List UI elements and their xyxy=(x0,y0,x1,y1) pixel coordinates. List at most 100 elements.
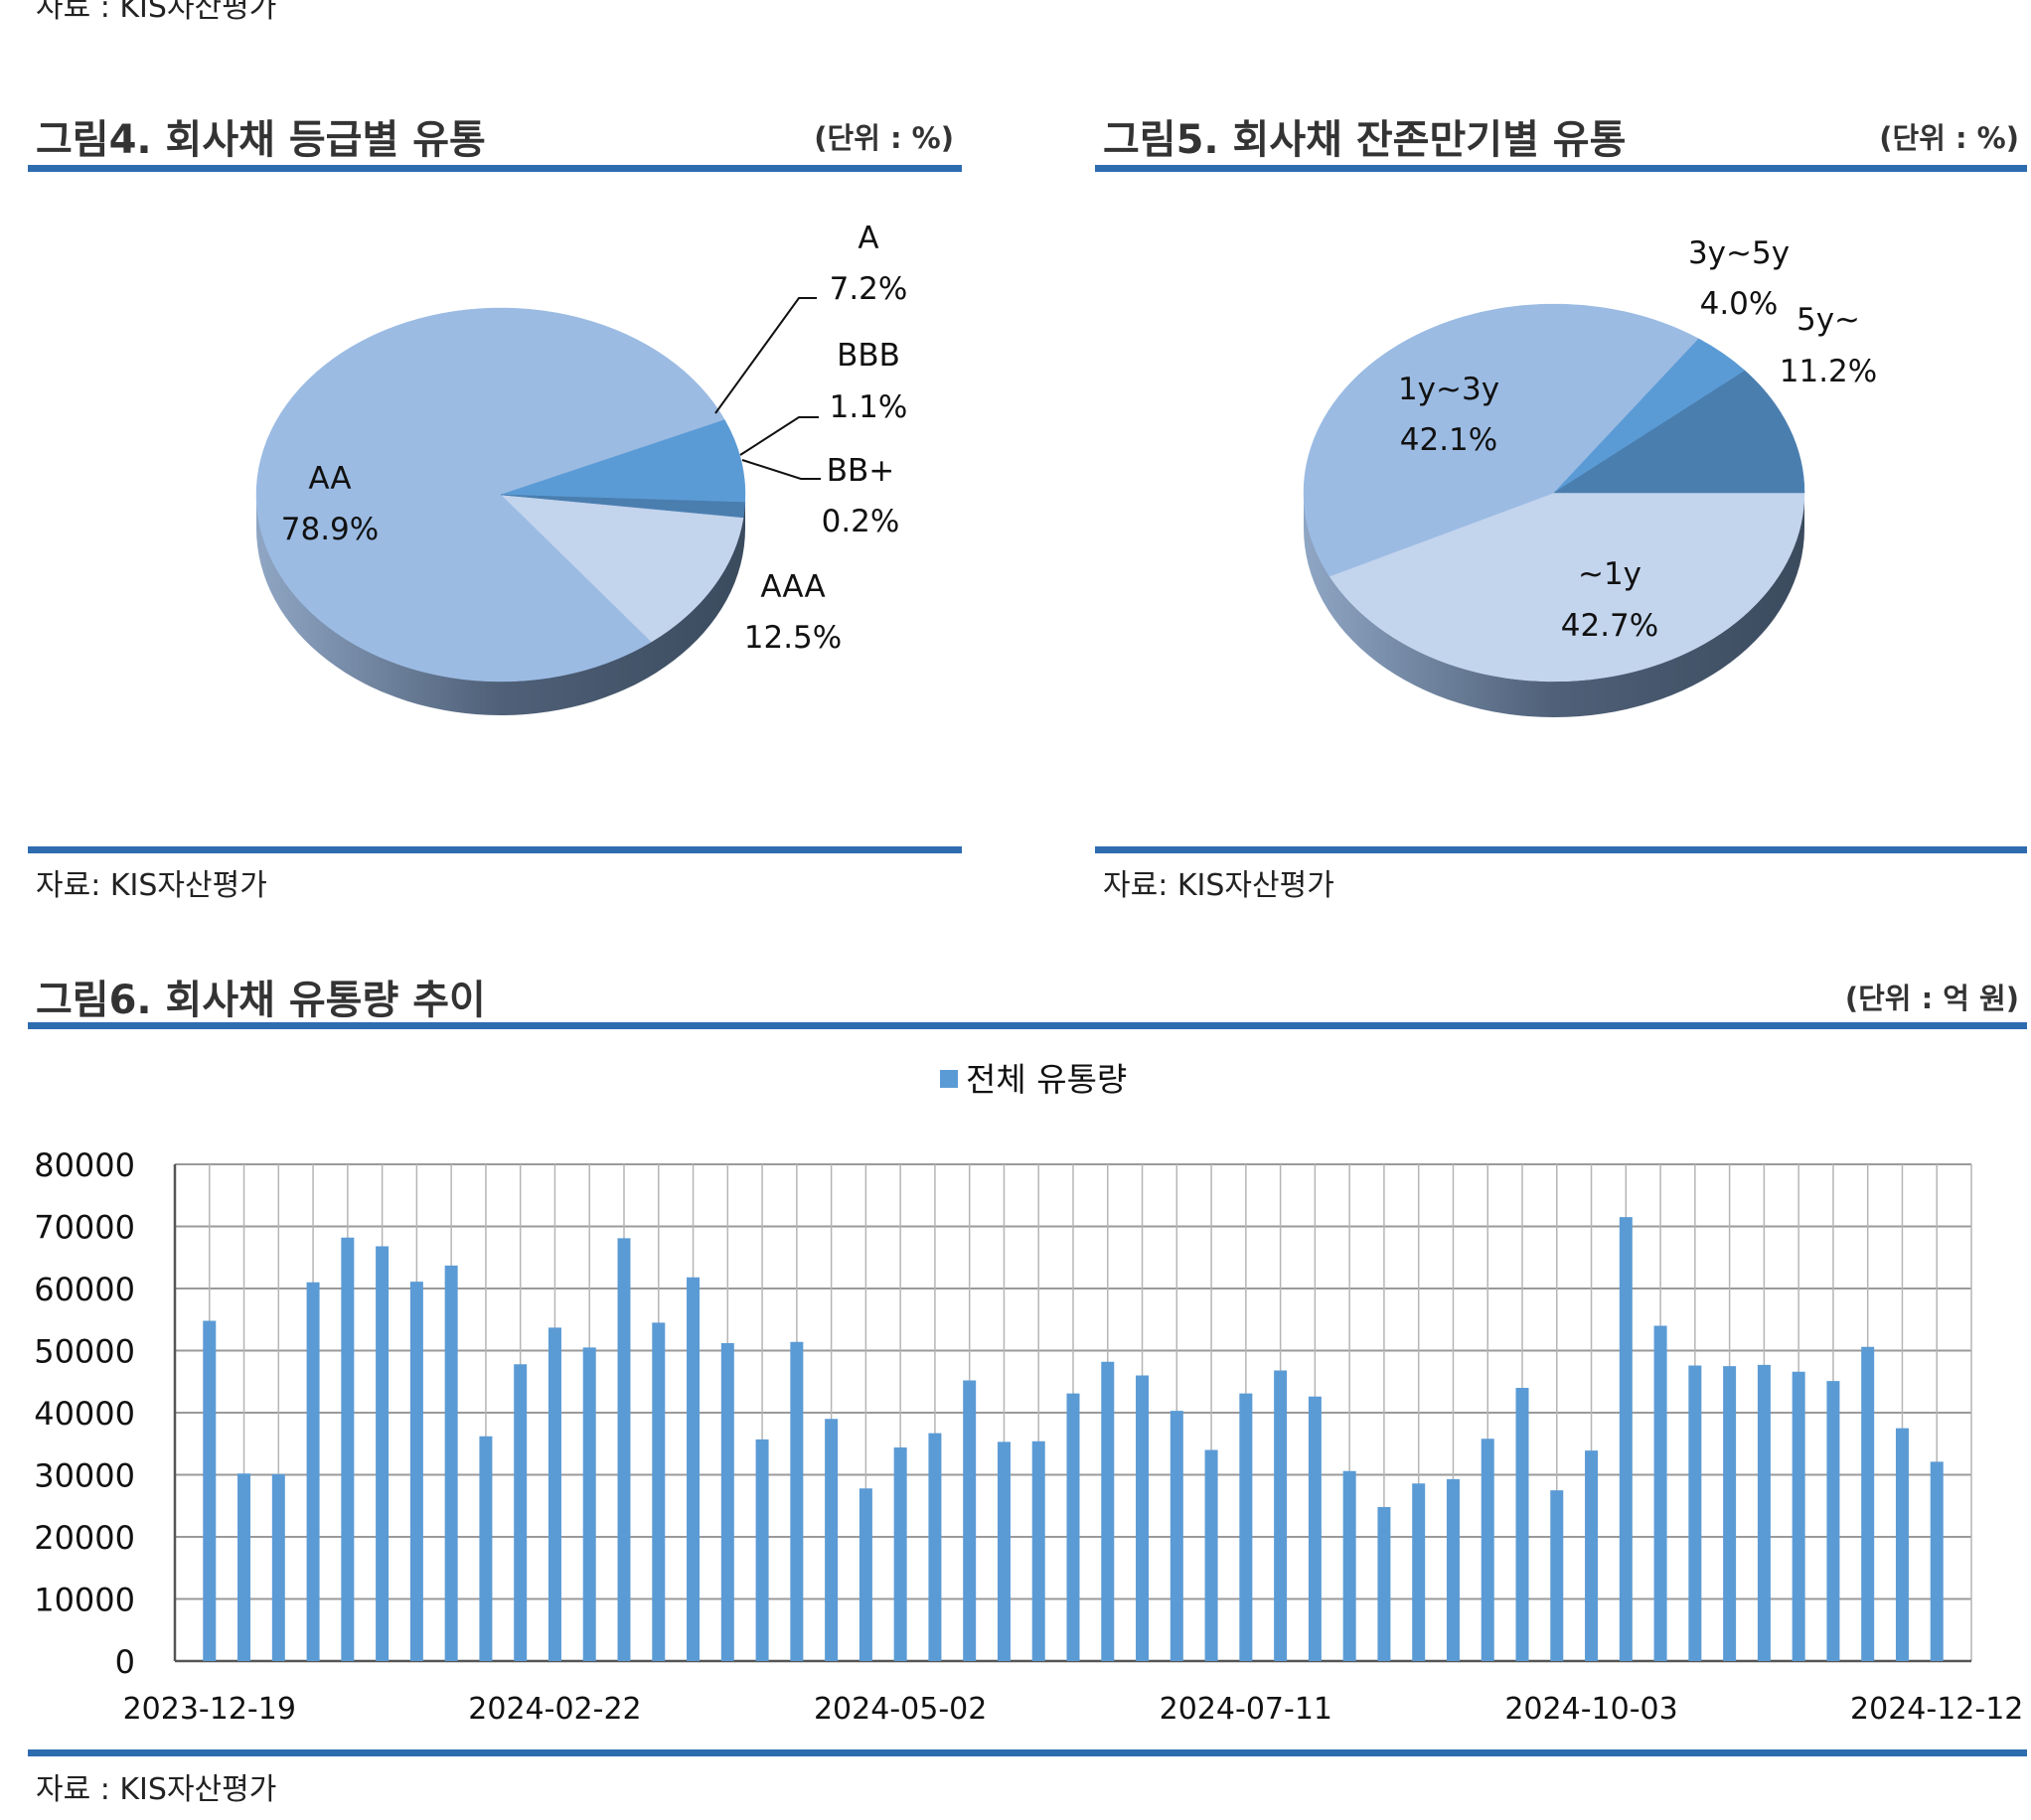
bar xyxy=(1585,1450,1599,1661)
label-aaa-value: 12.5% xyxy=(744,620,842,656)
bar xyxy=(547,1327,561,1661)
pie-slice-bbplus xyxy=(500,494,744,519)
bar xyxy=(514,1364,528,1661)
figure6-bottom-rule xyxy=(28,1749,2027,1756)
pie-chart-maturity xyxy=(1303,303,1805,717)
bar xyxy=(1170,1411,1183,1661)
y-tick-label: 10000 xyxy=(34,1582,135,1619)
label-1y-name: ~1y xyxy=(1578,556,1641,592)
y-tick-label: 20000 xyxy=(34,1519,135,1557)
x-tick-label: 2023-12-19 xyxy=(123,1692,296,1727)
legend-label: 전체 유통량 xyxy=(966,1060,1127,1099)
label-aa-value: 78.9% xyxy=(281,512,379,547)
bar-chart-bars xyxy=(203,1217,1944,1661)
bar-chart-svg: 전체 유통량 0 10000 20000 30000 40000 50000 60000 70… xyxy=(34,1060,2024,1727)
pie-slice-5yto xyxy=(1553,370,1805,494)
figure4-unit: (단위 : %) xyxy=(814,121,954,155)
bar xyxy=(1792,1371,1805,1661)
bar xyxy=(1446,1478,1460,1661)
label-aaa-name: AAA xyxy=(760,569,825,605)
legend-swatch xyxy=(940,1070,958,1088)
label-bbb-value: 1.1% xyxy=(830,389,908,425)
bar xyxy=(963,1380,977,1661)
x-tick-label: 2024-02-22 xyxy=(468,1692,641,1727)
bar xyxy=(1274,1370,1288,1661)
pie-charts-svg: AA 78.9% AAA 12.5% A 7.2% BBB 1.1% BB+ 0… xyxy=(255,221,1877,717)
top-source-note: 자료 : KIS자산평가 xyxy=(36,0,277,25)
bar xyxy=(1930,1461,1944,1661)
bar-chart-x-ticks: 2023-12-19 2024-02-22 2024-05-02 2024-07-11… xyxy=(123,1692,2024,1727)
bar xyxy=(652,1322,666,1661)
bar xyxy=(1895,1428,1909,1661)
figure5-unit: (단위 : %) xyxy=(1879,121,2019,155)
bar xyxy=(1412,1483,1426,1661)
bar xyxy=(1066,1393,1080,1661)
bar xyxy=(720,1343,734,1661)
y-tick-label: 70000 xyxy=(34,1209,135,1247)
pie-slice-1yto3y xyxy=(1303,303,1699,577)
bar xyxy=(825,1419,839,1661)
figure4-title: 그림4. 회사채 등급별 유통 xyxy=(36,117,486,163)
figure4-top-rule xyxy=(28,165,962,172)
y-tick-label: 30000 xyxy=(34,1457,135,1495)
bar xyxy=(1101,1361,1115,1661)
figure5-top-rule xyxy=(1095,165,2027,172)
y-tick-label: 60000 xyxy=(34,1271,135,1308)
pie-slice-aaa xyxy=(500,494,744,643)
bar xyxy=(790,1341,804,1661)
bar xyxy=(859,1488,872,1661)
figure4-source: 자료: KIS자산평가 xyxy=(36,868,267,903)
bar xyxy=(1239,1393,1253,1661)
bar xyxy=(617,1238,631,1661)
bar-chart-y-ticks: 0 10000 20000 30000 40000 50000 60000 70000 8000… xyxy=(34,1146,135,1681)
bar xyxy=(582,1347,596,1661)
bar xyxy=(444,1265,458,1661)
x-tick-label: 2024-05-02 xyxy=(814,1692,987,1727)
bar xyxy=(237,1473,251,1661)
bar xyxy=(1481,1439,1494,1661)
pie-side-wall xyxy=(1304,493,1804,717)
figure6-title: 그림6. 회사채 유통량 추이 xyxy=(36,978,486,1023)
bar-chart-legend: 전체 유통량 xyxy=(940,1060,1127,1099)
label-1y-value: 42.7% xyxy=(1561,608,1658,644)
y-tick-label: 0 xyxy=(115,1643,135,1681)
label-bbb-name: BBB xyxy=(837,338,900,374)
figure6-source: 자료 : KIS자산평가 xyxy=(36,1772,277,1807)
label-5y-name: 5y~ xyxy=(1797,302,1860,338)
bar xyxy=(306,1282,320,1661)
bar xyxy=(1550,1490,1564,1661)
figure5-title: 그림5. 회사채 잔존만기별 유통 xyxy=(1103,117,1627,163)
bar xyxy=(203,1320,217,1661)
label-bbplus-name: BB+ xyxy=(827,453,895,489)
bar xyxy=(479,1436,493,1661)
bar xyxy=(1308,1396,1322,1661)
bar xyxy=(1515,1388,1529,1661)
pie1-leader-lines xyxy=(714,297,821,480)
bar xyxy=(376,1246,390,1661)
figure5-bottom-rule xyxy=(1095,846,2027,853)
leader-line-bbplus xyxy=(741,459,821,480)
label-1y3y-name: 1y~3y xyxy=(1398,372,1499,407)
bar xyxy=(1653,1325,1667,1661)
bar xyxy=(1619,1217,1633,1661)
pie-slice-aa xyxy=(255,307,725,682)
pie-slice-a xyxy=(500,419,746,503)
label-a-name: A xyxy=(858,221,878,256)
bar xyxy=(1204,1449,1218,1661)
bar xyxy=(687,1277,701,1661)
bar xyxy=(409,1282,423,1661)
bar xyxy=(1342,1470,1356,1661)
pie-slice-to1y xyxy=(1328,492,1805,682)
y-tick-label: 80000 xyxy=(34,1146,135,1184)
bar xyxy=(928,1433,942,1661)
label-5y-value: 11.2% xyxy=(1780,354,1877,389)
bar xyxy=(1723,1366,1737,1661)
label-aa-name: AA xyxy=(308,461,351,497)
bar xyxy=(1136,1375,1150,1661)
bar xyxy=(1377,1507,1391,1661)
bar xyxy=(893,1447,907,1661)
x-tick-label: 2024-07-11 xyxy=(1160,1692,1332,1727)
bar xyxy=(1826,1381,1840,1661)
label-bbplus-value: 0.2% xyxy=(822,504,900,539)
bar xyxy=(755,1439,769,1661)
